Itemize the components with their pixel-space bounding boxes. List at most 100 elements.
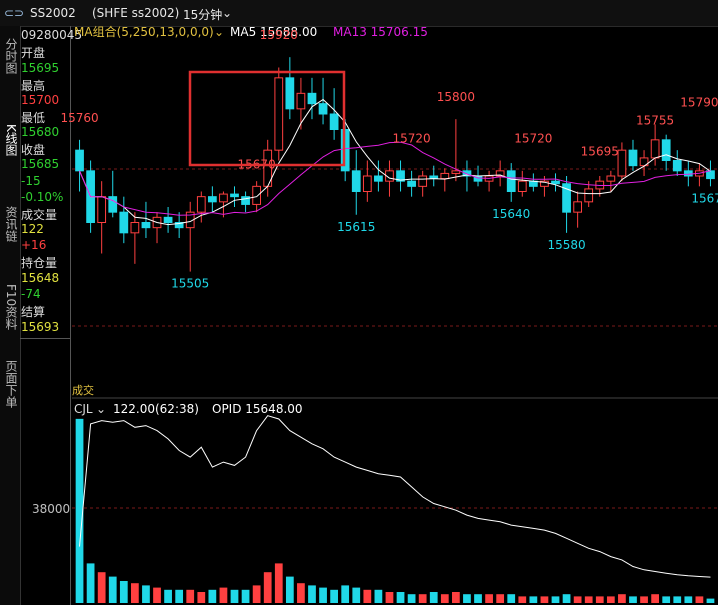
volume-bar — [529, 596, 538, 603]
volume-bar — [142, 585, 150, 603]
candle-body — [329, 113, 339, 130]
sub-axis-label: 38000 — [32, 502, 70, 516]
oi-value: 15648 — [21, 271, 60, 285]
volume-bar — [241, 589, 250, 603]
high-price-label: 15720 — [393, 132, 431, 146]
candle-body — [385, 170, 394, 182]
candle-body — [163, 216, 173, 223]
candle-body — [141, 222, 151, 229]
low-value: 15680 — [21, 125, 60, 139]
volume-bar — [153, 587, 161, 603]
candle-body — [551, 180, 560, 185]
tab-order[interactable]: 页面下单 — [4, 360, 18, 408]
low-label: 最低 — [21, 111, 46, 125]
low-price-label: 15670 — [691, 191, 718, 205]
bar-time: 09280045 — [21, 28, 83, 42]
volume-bar — [618, 594, 626, 603]
volume-bar — [208, 589, 217, 603]
candles-group — [75, 57, 715, 272]
change-value: -15 — [21, 174, 41, 188]
opid-legend: OPID 15648.00 — [212, 402, 303, 416]
high-price-label: 15755 — [636, 113, 674, 127]
chevron-down-icon[interactable]: ⌄ — [222, 6, 233, 20]
volume-bar — [352, 587, 361, 603]
volume-bar — [97, 572, 106, 603]
ma5-line — [79, 98, 711, 226]
volume-bar — [75, 418, 84, 603]
volume-bar — [673, 596, 682, 603]
candle-body — [274, 77, 284, 151]
tab-news[interactable]: 资讯链 — [4, 206, 18, 242]
volume-bar — [363, 589, 372, 603]
quote-info-panel: 09280045 开盘 15695 最高 15700 最低 15680 收盘 1… — [20, 26, 82, 339]
volume-bar — [418, 594, 427, 603]
volume-bar — [374, 589, 383, 603]
price-annotations-group: 15760 15920 15670 15720 15800 15720 15695 15755… — [60, 28, 718, 290]
candle-body — [540, 180, 549, 187]
volume-bar — [274, 563, 283, 603]
axis-divider — [70, 338, 71, 605]
candle-body — [396, 170, 405, 182]
grid-menu-icon[interactable]: ⊂⊃ — [4, 6, 25, 20]
chevron-down-icon[interactable]: ⌄ — [96, 402, 106, 416]
high-price-label: 15800 — [437, 90, 475, 104]
candle-body — [672, 160, 682, 172]
candle-body — [606, 175, 616, 182]
candle-body — [252, 185, 262, 205]
candle-body — [362, 175, 372, 192]
candle-body — [650, 139, 660, 159]
volume-bar — [164, 589, 172, 603]
volume-bar — [496, 594, 505, 603]
volume-bar — [108, 576, 117, 603]
candle-body — [407, 180, 416, 187]
candle-body — [97, 196, 107, 224]
candle-body — [241, 196, 250, 205]
volume-bar — [230, 589, 239, 603]
settle-value: 15693 — [21, 320, 60, 334]
high-value: 15700 — [21, 93, 60, 107]
candle-body — [285, 77, 295, 110]
volume-bar — [396, 592, 405, 603]
volume-bar — [662, 596, 671, 603]
candle-body — [119, 211, 129, 234]
volume-bar — [562, 594, 571, 603]
ma13-line — [79, 141, 711, 216]
change-percent: -0.10% — [21, 190, 64, 204]
volume-bar — [385, 592, 394, 603]
volume-bar — [695, 596, 704, 603]
candle-body — [307, 92, 317, 105]
candle-body — [196, 196, 206, 213]
candle-body — [174, 222, 184, 229]
volume-bar — [606, 596, 615, 603]
ma-lines-group — [79, 98, 711, 226]
tab-intraday[interactable]: 分时图 — [4, 38, 18, 74]
volume-bar — [131, 583, 139, 603]
oi-change: -74 — [21, 287, 41, 301]
chevron-down-icon[interactable]: ⌄ — [214, 25, 224, 39]
volume-bar — [629, 596, 637, 603]
volume-bars-group — [75, 415, 715, 603]
candle-body — [706, 170, 715, 180]
candle-body — [562, 183, 571, 213]
opid-line — [79, 415, 711, 578]
candle-body — [207, 196, 217, 203]
low-price-label: 15615 — [337, 220, 375, 234]
ma5-legend: MA5 15688.00 — [230, 25, 317, 39]
volume-bar — [584, 596, 593, 603]
candle-body — [296, 92, 306, 110]
volume-bar — [186, 589, 195, 603]
volume-bar — [119, 581, 128, 603]
oi-label: 持仓量 — [21, 256, 58, 270]
volume-bar — [440, 594, 449, 603]
volume-bar — [540, 596, 549, 603]
tab-f10[interactable]: F10资料 — [4, 284, 18, 331]
volume-bar — [86, 563, 95, 603]
volume-bar — [551, 596, 560, 603]
close-value: 15685 — [21, 157, 60, 171]
period-selector[interactable]: 15分钟 — [183, 8, 223, 22]
candle-body — [661, 139, 671, 161]
tab-kline[interactable]: K线图 — [4, 124, 18, 156]
open-label: 开盘 — [21, 46, 46, 60]
candle-body — [617, 149, 627, 177]
